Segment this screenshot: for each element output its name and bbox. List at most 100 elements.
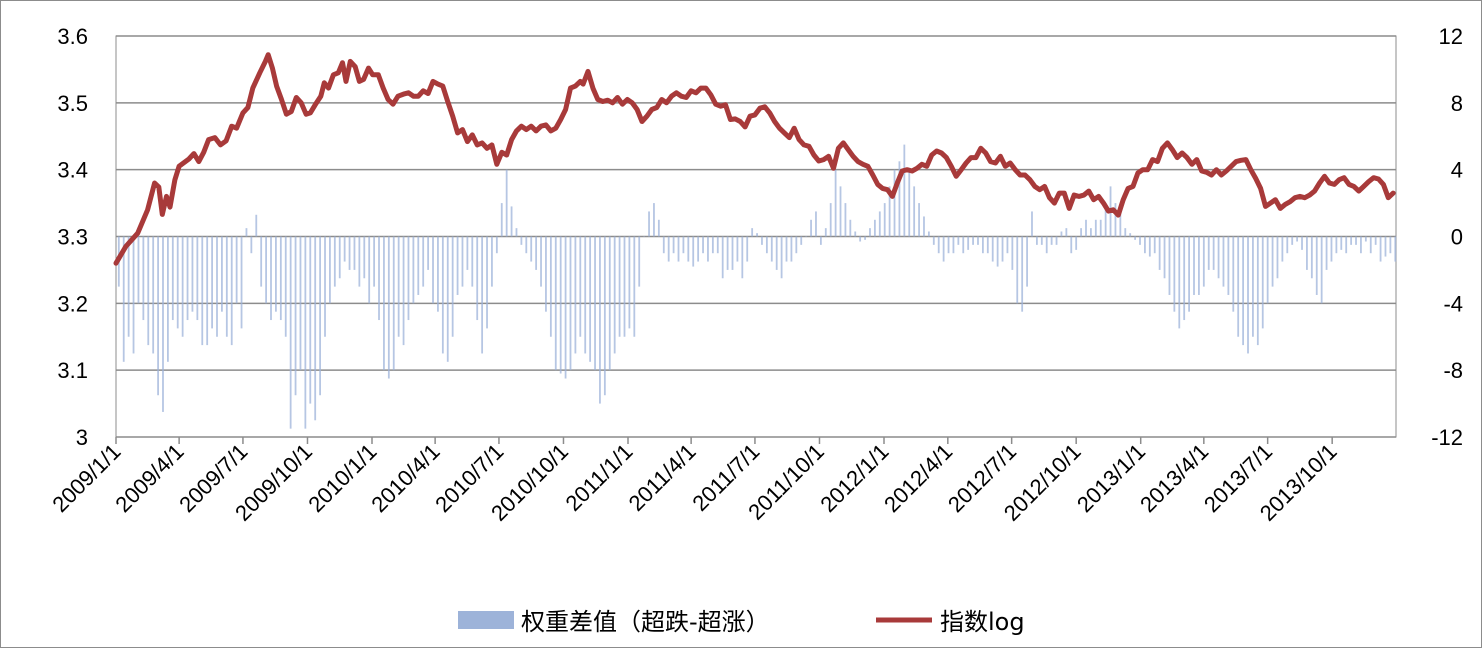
- bar: [761, 236, 763, 245]
- bar: [986, 236, 989, 254]
- bar: [923, 216, 925, 237]
- bar: [977, 236, 979, 245]
- bar: [500, 203, 503, 237]
- bar: [402, 236, 405, 346]
- bar: [245, 228, 248, 237]
- bar: [618, 236, 621, 337]
- bar: [1168, 236, 1171, 295]
- bar: [716, 236, 719, 254]
- bar: [819, 236, 822, 245]
- bar: [692, 236, 695, 267]
- bar: [191, 236, 194, 312]
- y-left-tick-label: 3: [76, 425, 88, 450]
- bar: [878, 211, 881, 237]
- legend-label-bar: 权重差值（超跌-超涨）: [521, 608, 770, 636]
- bar: [157, 236, 159, 396]
- bar: [554, 236, 557, 371]
- bar: [800, 236, 803, 245]
- bar: [1256, 236, 1259, 346]
- bar: [545, 236, 547, 312]
- legend-label-line: 指数log: [940, 608, 1025, 636]
- bar: [687, 236, 690, 262]
- bar: [451, 236, 454, 337]
- bar: [142, 236, 145, 321]
- bar: [206, 236, 209, 346]
- bar: [481, 236, 484, 354]
- x-tick-label: 2013/1/1: [1072, 439, 1150, 517]
- bar: [1193, 236, 1195, 295]
- bar: [387, 236, 390, 379]
- bar: [211, 236, 213, 329]
- bar: [1040, 236, 1043, 245]
- bar: [225, 236, 228, 337]
- bar: [1050, 236, 1053, 245]
- bar: [873, 219, 876, 237]
- bar: [711, 236, 714, 254]
- bar: [628, 236, 631, 329]
- bar: [574, 236, 577, 354]
- bar: [1045, 236, 1048, 254]
- bar: [594, 236, 596, 371]
- bar: [672, 236, 675, 254]
- bar: [1212, 236, 1215, 270]
- bar: [707, 236, 709, 262]
- bar: [559, 236, 562, 374]
- bar: [1099, 219, 1102, 237]
- bar: [1296, 236, 1299, 242]
- bar: [962, 236, 965, 254]
- bar: [790, 236, 793, 262]
- bar: [309, 236, 312, 404]
- bar: [1242, 236, 1245, 346]
- bar: [1360, 236, 1362, 254]
- bar: [569, 236, 572, 371]
- x-tick-label: 2012/1/1: [815, 439, 893, 517]
- bar: [432, 236, 434, 304]
- bar: [1148, 236, 1151, 257]
- bar: [903, 144, 906, 237]
- bar: [275, 236, 277, 312]
- y-right-tick-label: 4: [1451, 158, 1463, 183]
- bar: [363, 236, 366, 279]
- bar: [888, 186, 891, 237]
- bar: [1330, 236, 1333, 262]
- bar: [589, 236, 592, 362]
- bar: [756, 233, 758, 237]
- bar: [1306, 236, 1308, 270]
- x-tick-label: 2010/4/1: [366, 439, 444, 517]
- bar: [859, 236, 862, 242]
- bar: [1011, 236, 1014, 270]
- bar: [1350, 236, 1353, 245]
- bar: [834, 169, 837, 237]
- bar: [721, 236, 724, 279]
- bar: [397, 236, 400, 337]
- x-tick-label: 2013/4/1: [1135, 439, 1213, 517]
- bar: [294, 236, 297, 396]
- bar: [1006, 236, 1009, 254]
- bar: [972, 236, 974, 245]
- bar: [230, 236, 233, 346]
- bar: [471, 236, 474, 287]
- bar: [726, 236, 729, 270]
- bar: [785, 236, 788, 262]
- bar: [540, 236, 542, 287]
- bar: [643, 236, 646, 237]
- bar: [844, 203, 847, 237]
- x-tick-label: 2009/1/1: [47, 439, 125, 517]
- y-right-tick-label: 0: [1451, 225, 1463, 250]
- bar: [1301, 236, 1303, 250]
- bar: [515, 228, 518, 237]
- bar: [623, 236, 626, 337]
- bar: [564, 236, 567, 379]
- y-left-tick-label: 3.6: [57, 24, 88, 49]
- bar: [849, 219, 852, 237]
- bar: [1315, 236, 1318, 295]
- bar: [201, 236, 204, 346]
- bar: [446, 236, 449, 362]
- bar: [417, 236, 420, 295]
- y-left-tick-label: 3.1: [57, 358, 88, 383]
- bar: [741, 236, 744, 279]
- bar: [132, 236, 135, 354]
- bar: [839, 186, 842, 237]
- bar: [1016, 236, 1019, 304]
- bar: [608, 236, 611, 371]
